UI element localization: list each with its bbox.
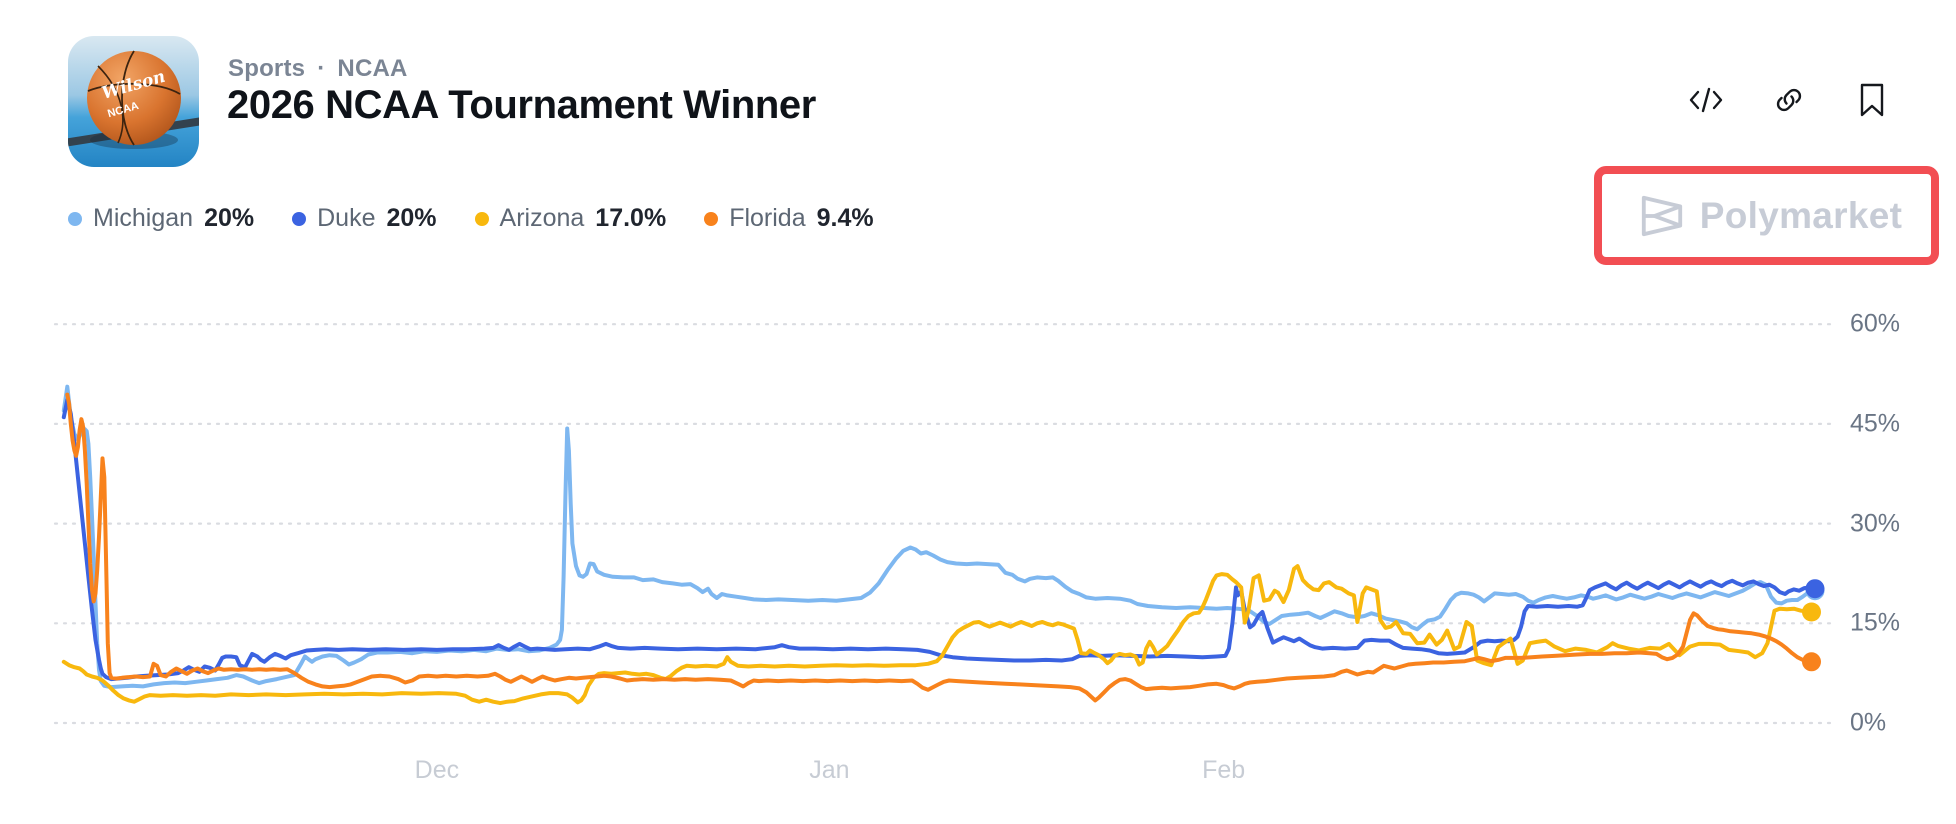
legend-value: 20% (386, 204, 437, 232)
legend-item-duke[interactable]: Duke 20% (292, 204, 437, 233)
legend-item-arizona[interactable]: Arizona 17.0% (474, 204, 667, 233)
legend-label: Arizona (499, 204, 585, 232)
breadcrumb-subsection[interactable]: NCAA (337, 55, 408, 82)
legend-value: 20% (204, 204, 255, 232)
x-tick-label-jan: Jan (809, 756, 850, 784)
series-line-florida (65, 392, 1814, 703)
series-line-michigan (61, 384, 1817, 690)
legend-label: Florida (729, 204, 806, 232)
x-tick-label-dec: Dec (414, 756, 460, 784)
legend-dot-icon (292, 211, 307, 226)
y-tick-label: 0% (1850, 708, 1887, 737)
legend-item-florida[interactable]: Florida 9.4% (704, 204, 874, 233)
series-line-duke (61, 398, 1817, 682)
price-chart[interactable] (0, 290, 1860, 750)
series-end-dot-arizona (1802, 602, 1821, 622)
y-tick-label: 30% (1850, 509, 1901, 538)
y-tick-label: 60% (1850, 309, 1901, 338)
embed-code-button[interactable] (1688, 82, 1724, 118)
watermark-highlight-box: Polymarket (1594, 166, 1939, 265)
page-title: 2026 NCAA Tournament Winner (227, 83, 816, 127)
bookmark-icon (1860, 83, 1884, 117)
polymarket-logo-icon[interactable] (1639, 193, 1685, 239)
legend-item-michigan[interactable]: Michigan 20% (68, 204, 254, 233)
series-line-arizona (61, 564, 1814, 706)
polymarket-wordmark[interactable]: Polymarket (1699, 194, 1903, 236)
market-thumbnail: Wilson NCAA (68, 36, 199, 167)
toolbar (1688, 82, 1890, 118)
y-tick-label: 45% (1850, 409, 1901, 438)
breadcrumb: Sports · NCAA (228, 55, 408, 83)
y-tick-label: 15% (1850, 608, 1901, 637)
series-end-dot-florida (1802, 652, 1821, 672)
copy-link-icon (1776, 88, 1802, 112)
legend-value: 17.0% (595, 204, 667, 232)
legend-value: 9.4% (816, 204, 874, 232)
basketball-image: Wilson NCAA (68, 36, 199, 167)
series-end-dot-duke (1805, 579, 1825, 599)
chart-legend: Michigan 20% Duke 20% Arizona 17.0% Florida 9.4… (68, 204, 874, 233)
x-tick-label-feb: Feb (1202, 756, 1246, 784)
breadcrumb-section[interactable]: Sports (228, 55, 306, 82)
legend-dot-icon (68, 211, 82, 226)
bookmark-button[interactable] (1854, 82, 1890, 118)
legend-label: Duke (317, 204, 376, 232)
legend-dot-icon (704, 211, 719, 226)
embed-code-icon (1689, 87, 1723, 113)
copy-link-button[interactable] (1771, 82, 1807, 118)
breadcrumb-separator: · (317, 55, 326, 82)
legend-dot-icon (474, 211, 489, 226)
legend-label: Michigan (93, 204, 194, 232)
